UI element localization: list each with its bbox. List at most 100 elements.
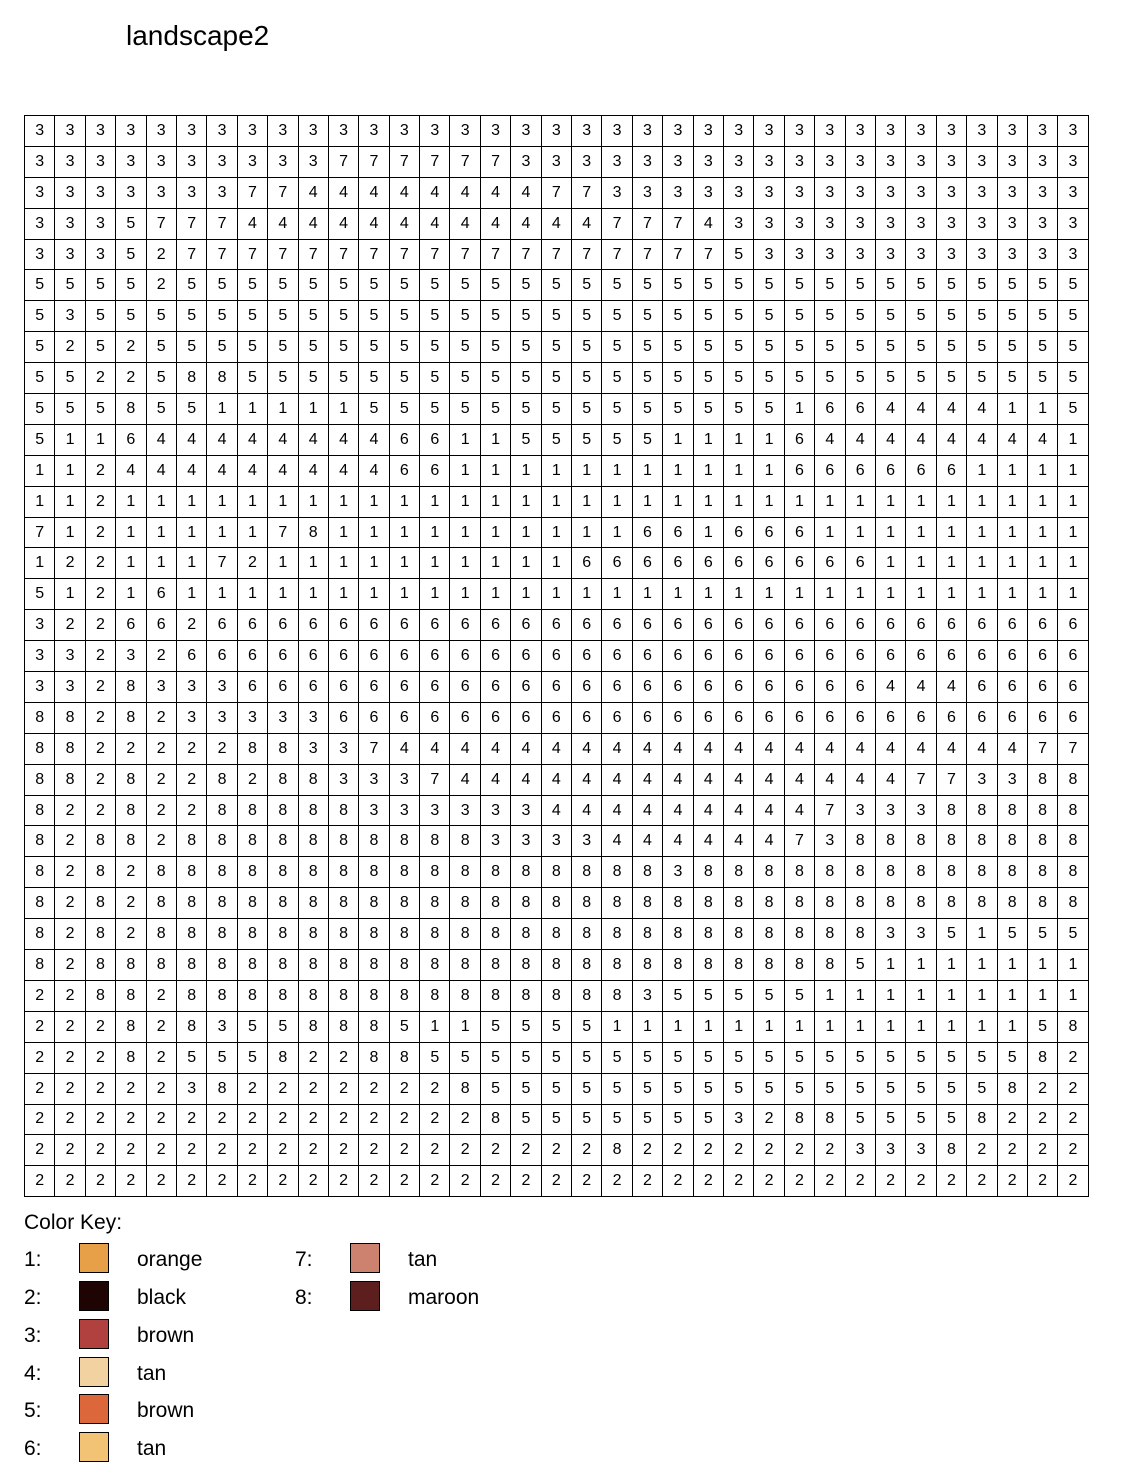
grid-cell: 5 [267,331,299,364]
grid-cell: 8 [692,918,724,951]
grid-cell: 1 [540,485,573,518]
grid-cell: 6 [510,701,542,734]
grid-cell: 5 [722,1072,755,1105]
grid-cell: 5 [783,362,816,395]
grid-cell: 6 [662,671,694,703]
grid-cell: 6 [753,671,785,703]
grid-cell: 6 [783,701,816,734]
grid-cell: 5 [571,1041,603,1074]
grid-cell: 4 [540,732,573,765]
page-title: landscape2 [126,20,270,51]
grid-cell: 5 [662,1072,694,1105]
grid-cell: 5 [1057,362,1089,395]
grid-cell: 8 [358,825,390,858]
grid-cell: 5 [23,269,56,302]
grid-cell: 8 [358,1010,390,1043]
grid-cell: 5 [692,269,724,302]
grid-cell: 2 [54,331,86,364]
grid-cell: 6 [783,671,816,703]
grid-cell: 4 [692,207,724,240]
grid-cell: 2 [449,1165,481,1198]
grid-cell: 1 [844,578,876,611]
grid-cell: 8 [601,856,633,889]
grid-cell: 4 [540,207,573,240]
grid-cell: 8 [236,918,269,951]
grid-cell: 1 [145,485,177,518]
grid-cell: 4 [571,732,603,765]
grid-cell: 6 [236,640,269,673]
grid-cell: 2 [996,1165,1028,1198]
grid-cell: 8 [236,856,269,889]
grid-cell: 2 [54,609,86,642]
grid-cell: 2 [419,1103,451,1136]
grid-cell: 5 [1057,300,1089,333]
grid-cell: 2 [327,1072,360,1105]
grid-cell: 4 [844,763,876,796]
grid-cell: 1 [935,578,968,611]
grid-cell: 5 [722,269,755,302]
grid-cell: 6 [692,701,724,734]
grid-cell: 3 [571,145,603,178]
grid-cell: 6 [783,609,816,642]
grid-cell: 2 [23,1010,56,1043]
grid-cell: 8 [84,887,117,920]
grid-cell: 2 [1057,1165,1089,1198]
grid-cell: 3 [844,115,876,147]
grid-cell: 5 [692,1103,724,1136]
grid-cell: 5 [692,1041,724,1074]
grid-cell: 6 [419,609,451,642]
grid-cell: 5 [722,300,755,333]
grid-cell: 8 [358,918,390,951]
grid-cell: 8 [84,979,117,1012]
grid-cell: 5 [753,1041,785,1074]
grid-cell: 4 [388,176,421,209]
grid-cell: 4 [510,763,542,796]
grid-cell: 1 [571,578,603,611]
grid-cell: 6 [175,640,208,673]
grid-cell: 5 [1057,269,1089,302]
grid-cell: 5 [874,331,907,364]
grid-cell: 6 [510,609,542,642]
grid-cell: 1 [844,1010,876,1043]
grid-cell: 1 [449,547,481,580]
grid-cell: 8 [722,856,755,889]
grid-cell: 5 [844,331,876,364]
grid-cell: 8 [722,949,755,981]
grid-cell: 8 [1026,856,1059,889]
grid-cell: 5 [662,1041,694,1074]
grid-cell: 6 [327,671,360,703]
grid-cell: 8 [449,1072,481,1105]
grid-cell: 5 [753,362,785,395]
grid-cell: 5 [783,269,816,302]
grid-cell: 3 [935,238,968,271]
grid-cell: 1 [267,485,299,518]
grid-cell: 7 [662,207,694,240]
grid-cell: 6 [844,640,876,673]
grid-cell: 5 [601,269,633,302]
grid-cell: 2 [54,825,86,858]
grid-cell: 8 [23,949,56,981]
grid-cell: 3 [145,671,177,703]
grid-cell: 5 [935,1041,968,1074]
grid-cell: 2 [692,1165,724,1198]
grid-cell: 8 [84,949,117,981]
grid-cell: 3 [327,115,360,147]
grid-cell: 5 [722,362,755,395]
grid-cell: 3 [966,176,998,209]
grid-cell: 5 [84,393,117,425]
grid-cell: 5 [905,1041,937,1074]
color-key-number: 2: [24,1286,42,1309]
grid-cell: 2 [479,1134,512,1167]
grid-cell: 3 [905,145,937,178]
grid-cell: 8 [84,825,117,858]
grid-cell: 3 [510,145,542,178]
grid-cell: 1 [267,393,299,425]
grid-cell: 1 [510,578,542,611]
grid-cell: 3 [297,732,329,765]
grid-cell: 8 [783,1103,816,1136]
grid-cell: 8 [783,856,816,889]
grid-cell: 3 [874,794,907,827]
